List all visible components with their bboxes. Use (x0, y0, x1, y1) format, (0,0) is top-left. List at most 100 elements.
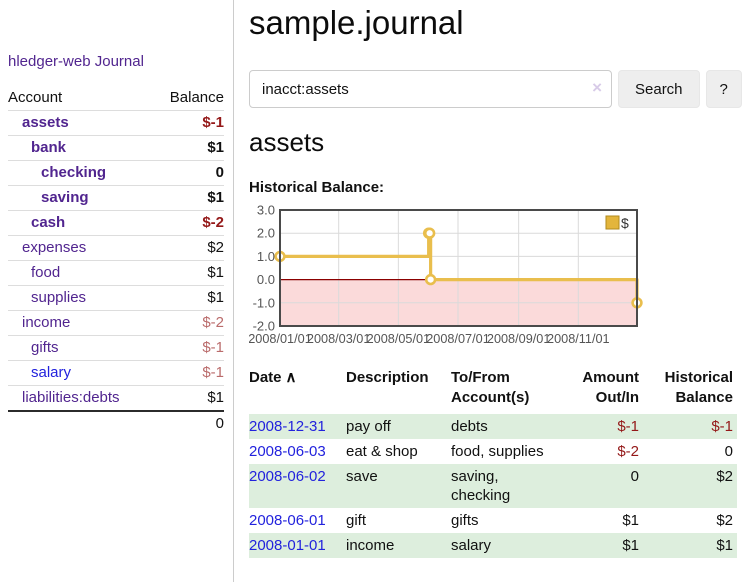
account-link[interactable]: food (31, 264, 61, 281)
transaction-description: income (346, 537, 395, 554)
register-header-balance: Historical Balance (664, 369, 733, 406)
svg-text:2008/01/01: 2008/01/01 (249, 332, 312, 346)
transaction-amount: $1 (622, 537, 639, 554)
transaction-description: eat & shop (346, 443, 418, 460)
accounts-total-row: 0 (8, 410, 224, 436)
register-header-amount: Amount Out/In (582, 369, 639, 406)
account-link[interactable]: liabilities:debts (22, 389, 120, 406)
transaction-date-link[interactable]: 2008-06-02 (249, 468, 326, 485)
svg-text:-1.0: -1.0 (253, 295, 275, 310)
svg-text:2008/05/01: 2008/05/01 (367, 332, 431, 346)
transaction-balance: $2 (716, 512, 733, 529)
transaction-row: 2008-12-31 pay off debts $-1 $-1 (249, 414, 737, 439)
svg-text:2.0: 2.0 (257, 226, 275, 241)
register-table: Date ∧ Description To/From Account(s) Amo… (249, 366, 737, 558)
transaction-accounts: debts (451, 418, 488, 435)
svg-text:-2.0: -2.0 (253, 319, 275, 334)
transaction-balance: 0 (724, 443, 733, 460)
transaction-row: 2008-01-01 income salary $1 $1 (249, 533, 737, 558)
chart-section-label: Historical Balance: (249, 179, 385, 196)
register-header-row: Date ∧ Description To/From Account(s) Amo… (249, 366, 737, 414)
transaction-date-link[interactable]: 2008-01-01 (249, 537, 326, 554)
main-content: sample.journal × Search ? assets Histori… (234, 0, 742, 582)
account-link[interactable]: assets (22, 114, 69, 131)
transaction-row: 2008-06-02 save saving, checking 0 $2 (249, 464, 737, 508)
svg-text:0.0: 0.0 (257, 272, 275, 287)
accounts-total-balance: 0 (153, 410, 224, 436)
account-balance: $-2 (202, 314, 224, 331)
transaction-row: 2008-06-01 gift gifts $1 $2 (249, 508, 737, 533)
account-row: liabilities:debts $1 (8, 385, 224, 412)
transaction-description: save (346, 468, 378, 485)
help-button[interactable]: ? (705, 70, 742, 108)
accounts-header-balance: Balance (169, 89, 224, 106)
register-header-date[interactable]: Date ∧ (249, 369, 297, 386)
account-link[interactable]: income (22, 314, 71, 331)
register-header-accounts: To/From Account(s) (451, 369, 530, 406)
transaction-balance: $1 (716, 537, 733, 554)
transaction-accounts: saving, checking (451, 468, 511, 504)
search-input[interactable] (249, 70, 612, 108)
account-link[interactable]: bank (31, 139, 67, 156)
account-row: gifts $-1 (8, 335, 224, 361)
svg-text:2008/09/01: 2008/09/01 (487, 332, 551, 346)
transaction-accounts: food, supplies (451, 443, 544, 460)
account-row: salary $-1 (8, 360, 224, 386)
account-balance: $-1 (202, 364, 224, 381)
register-header-description: Description (346, 369, 429, 386)
clear-search-icon[interactable]: × (592, 78, 602, 97)
account-balance: $1 (207, 264, 224, 281)
transaction-amount: $-2 (617, 443, 639, 460)
account-link[interactable]: supplies (31, 289, 87, 306)
svg-text:1.0: 1.0 (257, 249, 275, 264)
account-row: supplies $1 (8, 285, 224, 311)
transaction-date-link[interactable]: 2008-12-31 (249, 418, 326, 435)
account-balance: $2 (207, 239, 224, 256)
account-balance: $-2 (202, 214, 224, 231)
svg-text:$: $ (621, 215, 629, 231)
account-link[interactable]: cash (31, 214, 66, 231)
account-row: income $-2 (8, 310, 224, 336)
transaction-amount: 0 (630, 468, 639, 485)
account-row: bank $1 (8, 135, 224, 161)
transaction-description: pay off (346, 418, 391, 435)
transaction-amount: $-1 (617, 418, 639, 435)
account-link[interactable]: salary (31, 364, 72, 381)
transaction-date-link[interactable]: 2008-06-03 (249, 443, 326, 460)
accounts-table: Account Balance assets $-1 bank $1 check… (8, 86, 224, 436)
transaction-description: gift (346, 512, 367, 529)
brand-link[interactable]: hledger-web (8, 53, 91, 70)
search-button[interactable]: Search (618, 70, 700, 108)
page-title: sample.journal (249, 4, 464, 41)
account-row: saving $1 (8, 185, 224, 211)
historical-balance-chart[interactable]: $3.0 2.0 1.0 0.0 -1.0 -2.02008/01/012008/03/0… (249, 203, 661, 349)
account-row: expenses $2 (8, 235, 224, 261)
sort-ascending-icon: ∧ (285, 369, 297, 386)
transaction-date-link[interactable]: 2008-06-01 (249, 512, 326, 529)
account-row: food $1 (8, 260, 224, 286)
account-balance: $1 (207, 289, 224, 306)
account-link[interactable]: expenses (22, 239, 87, 256)
account-link[interactable]: gifts (31, 339, 59, 356)
transaction-accounts: salary (451, 537, 492, 554)
transaction-row: 2008-06-03 eat & shop food, supplies $-2… (249, 439, 737, 464)
transaction-accounts: gifts (451, 512, 479, 529)
svg-text:3.0: 3.0 (257, 203, 275, 218)
transaction-balance: $-1 (711, 418, 733, 435)
account-balance: $1 (207, 189, 224, 206)
account-balance: $1 (207, 389, 224, 406)
account-page-title: assets (249, 127, 325, 157)
account-link[interactable]: saving (41, 189, 89, 206)
account-balance: $1 (207, 139, 224, 156)
sidebar-item-journal[interactable]: Journal (94, 53, 144, 70)
accounts-header-account: Account (8, 89, 63, 106)
account-balance: 0 (215, 164, 224, 181)
svg-text:2008/07/01: 2008/07/01 (426, 332, 490, 346)
account-link[interactable]: checking (41, 164, 107, 181)
svg-text:2008/03/01: 2008/03/01 (307, 332, 371, 346)
sidebar: hledger-web Journal Account Balance asse… (0, 0, 234, 582)
register-tbody: 2008-12-31 pay off debts $-1 $-1 2008-06… (249, 414, 737, 558)
transaction-amount: $1 (622, 512, 639, 529)
accounts-header-row: Account Balance (8, 86, 224, 111)
account-balance: $-1 (202, 114, 224, 131)
